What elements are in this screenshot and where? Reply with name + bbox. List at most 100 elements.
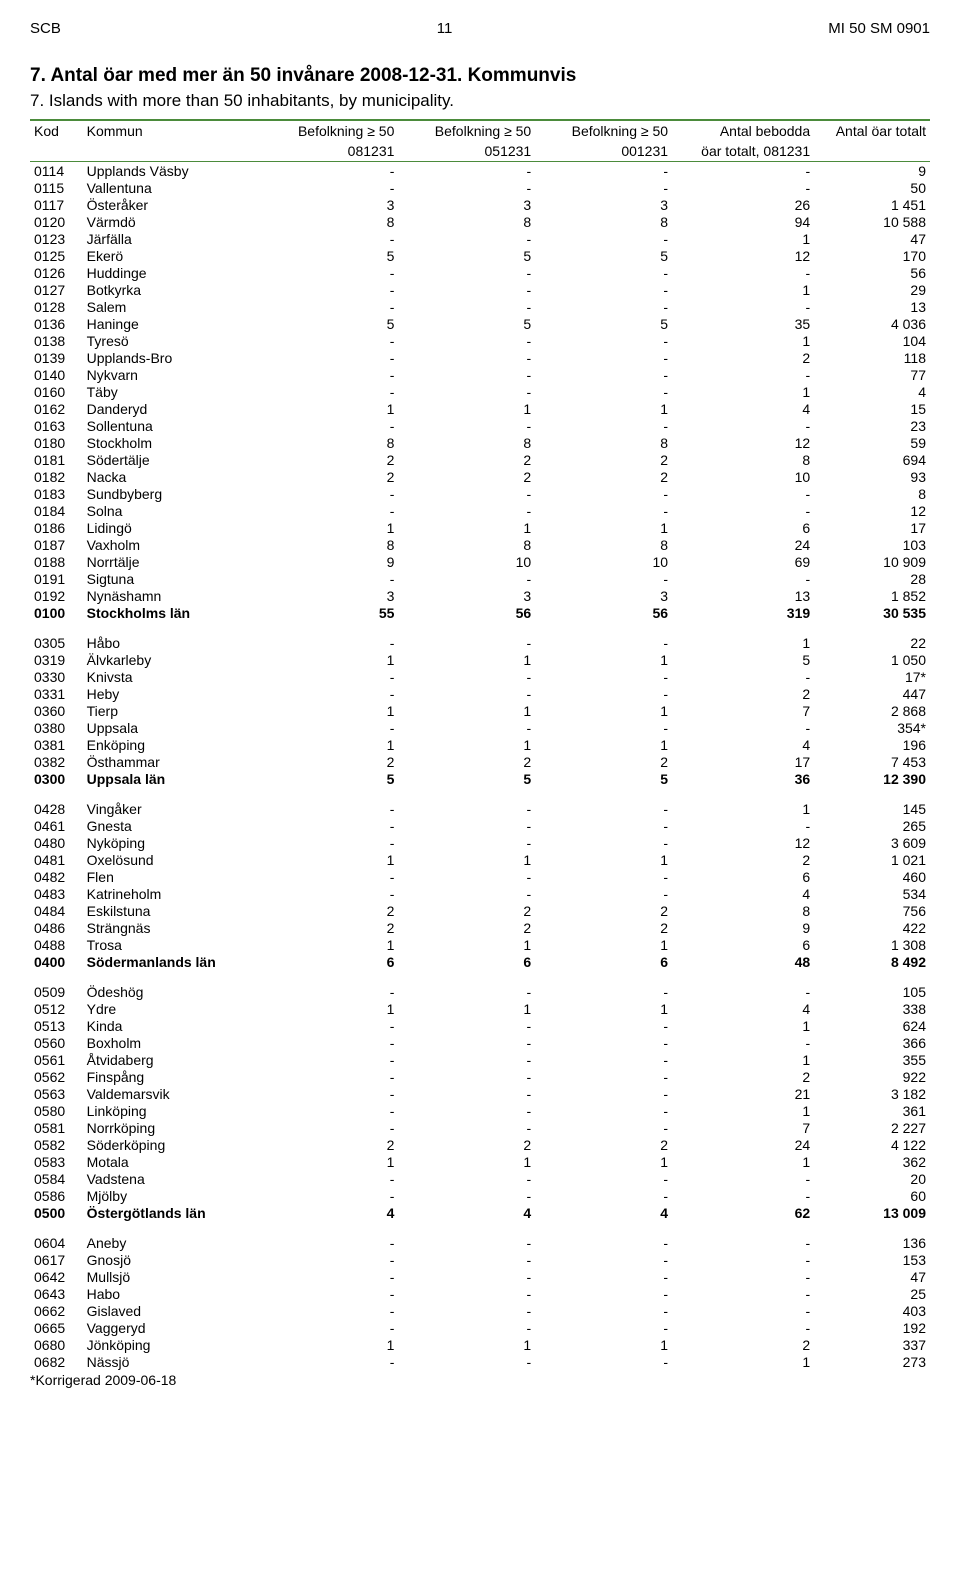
cell-kod: 0483 <box>30 885 83 902</box>
cell-value: 1 <box>672 800 814 817</box>
cell-value: 460 <box>814 868 930 885</box>
cell-value: 24 <box>672 536 814 553</box>
cell-kommun: Österåker <box>83 196 262 213</box>
cell-kod: 0360 <box>30 702 83 719</box>
cell-value: 5 <box>398 315 535 332</box>
cell-kommun: Haninge <box>83 315 262 332</box>
cell-value: - <box>672 983 814 1000</box>
cell-value: - <box>262 685 399 702</box>
cell-value: - <box>535 817 672 834</box>
cell-kod: 0180 <box>30 434 83 451</box>
cell-kod: 0181 <box>30 451 83 468</box>
table-row: 0192Nynäshamn333131 852 <box>30 587 930 604</box>
table-row: 0360Tierp11172 868 <box>30 702 930 719</box>
cell-value: - <box>398 1268 535 1285</box>
cell-value: 192 <box>814 1319 930 1336</box>
cell-value: 13 <box>814 298 930 315</box>
cell-value: 1 <box>262 400 399 417</box>
col-bebodda-l2: öar totalt, 081231 <box>672 141 814 162</box>
cell-kod: 0513 <box>30 1017 83 1034</box>
cell-kommun: Sundbyberg <box>83 485 262 502</box>
cell-kod: 0562 <box>30 1068 83 1085</box>
cell-value: 104 <box>814 332 930 349</box>
cell-value: 10 <box>535 553 672 570</box>
cell-value: 7 <box>672 1119 814 1136</box>
cell-kommun: Nacka <box>83 468 262 485</box>
cell-kommun: Ydre <box>83 1000 262 1017</box>
cell-value: 1 <box>262 736 399 753</box>
cell-value: 15 <box>814 400 930 417</box>
cell-value: - <box>535 668 672 685</box>
cell-kommun: Mullsjö <box>83 1268 262 1285</box>
cell-kommun: Nykvarn <box>83 366 262 383</box>
cell-kod: 0662 <box>30 1302 83 1319</box>
table-row: 0160Täby---14 <box>30 383 930 400</box>
cell-value: 362 <box>814 1153 930 1170</box>
cell-kod: 0188 <box>30 553 83 570</box>
cell-value: 1 <box>398 936 535 953</box>
table-row: 0582Söderköping222244 122 <box>30 1136 930 1153</box>
cell-kommun: Östergötlands län <box>83 1204 262 1221</box>
cell-value: 1 <box>672 230 814 247</box>
cell-kommun: Uppsala län <box>83 770 262 787</box>
cell-value: 3 <box>535 196 672 213</box>
cell-kommun: Södertälje <box>83 451 262 468</box>
cell-value: - <box>398 502 535 519</box>
col-bef-051231-l2: 051231 <box>398 141 535 162</box>
cell-kommun: Vadstena <box>83 1170 262 1187</box>
cell-value: 4 <box>672 1000 814 1017</box>
cell-value: 1 <box>535 936 672 953</box>
cell-value: - <box>398 868 535 885</box>
cell-value: 8 <box>398 213 535 230</box>
table-row: 0117Österåker333261 451 <box>30 196 930 213</box>
table-row: 0484Eskilstuna2228756 <box>30 902 930 919</box>
cell-kommun: Vaxholm <box>83 536 262 553</box>
cell-value: 2 <box>672 851 814 868</box>
cell-kod: 0191 <box>30 570 83 587</box>
cell-value: 1 <box>398 1336 535 1353</box>
cell-kod: 0500 <box>30 1204 83 1221</box>
cell-value: 4 <box>814 383 930 400</box>
cell-value: 47 <box>814 230 930 247</box>
table-row: 0123Järfälla---147 <box>30 230 930 247</box>
cell-value: 4 <box>398 1204 535 1221</box>
col-bef-001231-l2: 001231 <box>535 141 672 162</box>
cell-kod: 0584 <box>30 1170 83 1187</box>
cell-kod: 0581 <box>30 1119 83 1136</box>
cell-kod: 0461 <box>30 817 83 834</box>
table-row: 0381Enköping1114196 <box>30 736 930 753</box>
cell-kod: 0512 <box>30 1000 83 1017</box>
cell-value: 361 <box>814 1102 930 1119</box>
cell-kommun: Norrtälje <box>83 553 262 570</box>
cell-kod: 0617 <box>30 1251 83 1268</box>
cell-kommun: Stockholms län <box>83 604 262 621</box>
cell-value: 8 <box>262 213 399 230</box>
cell-value: 1 050 <box>814 651 930 668</box>
group-gap <box>30 1221 930 1234</box>
table-row: 0560Boxholm----366 <box>30 1034 930 1051</box>
cell-value: - <box>672 1251 814 1268</box>
cell-value: 10 <box>672 468 814 485</box>
cell-value: 35 <box>672 315 814 332</box>
cell-value: - <box>535 685 672 702</box>
table-row: 0331Heby---2447 <box>30 685 930 702</box>
cell-value: 1 <box>535 702 672 719</box>
cell-value: 4 <box>672 736 814 753</box>
cell-value: 1 <box>398 702 535 719</box>
cell-value: 8 <box>535 536 672 553</box>
cell-value: 105 <box>814 983 930 1000</box>
cell-value: 8 <box>262 536 399 553</box>
cell-value: 8 <box>814 485 930 502</box>
cell-value: 8 <box>672 902 814 919</box>
cell-value: 5 <box>262 247 399 264</box>
cell-value: - <box>672 1319 814 1336</box>
cell-value: - <box>262 1119 399 1136</box>
cell-value: 1 <box>672 332 814 349</box>
cell-value: 17 <box>814 519 930 536</box>
cell-value: 21 <box>672 1085 814 1102</box>
cell-kod: 0563 <box>30 1085 83 1102</box>
cell-value: - <box>672 1302 814 1319</box>
cell-kod: 0160 <box>30 383 83 400</box>
cell-value: - <box>262 634 399 651</box>
cell-value: 136 <box>814 1234 930 1251</box>
